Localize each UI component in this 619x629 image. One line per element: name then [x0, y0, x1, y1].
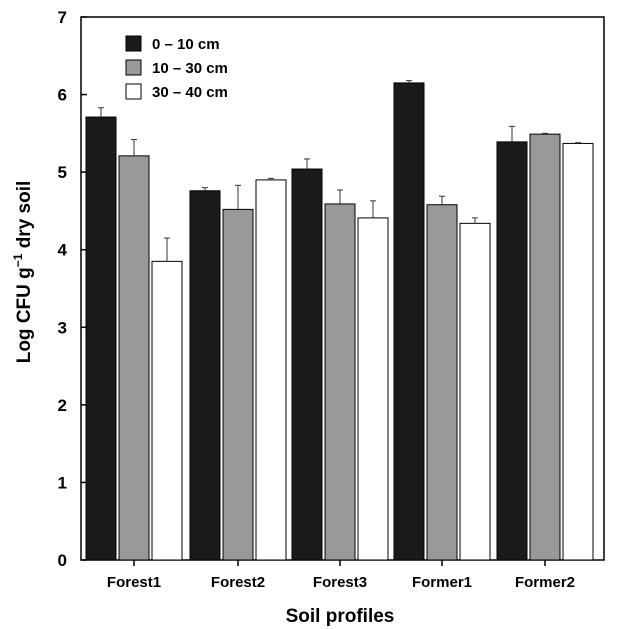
legend: 0 – 10 cm 10 – 30 cm 30 – 40 cm: [125, 35, 228, 101]
bar-forest2-series-2: [222, 208, 254, 561]
y-tick-label: 6: [58, 86, 67, 105]
bar-forest3-series-1: [291, 168, 323, 561]
bar-former2-series-1: [496, 141, 528, 561]
legend-swatch-2: [125, 59, 142, 76]
x-axis-title: Soil profiles: [286, 606, 395, 627]
x-axis-labels: Forest1 Forest2 Forest3 Former1 Former2: [107, 560, 575, 591]
legend-label-3: 30 – 40 cm: [152, 84, 228, 101]
y-tick-label: 2: [58, 396, 67, 415]
bar-forest1-series-3: [151, 260, 183, 561]
legend-label-1: 0 – 10 cm: [152, 36, 220, 53]
bar-former1-series-3: [459, 222, 491, 561]
bar-former1-series-1: [393, 82, 425, 561]
error-bars: [98, 80, 581, 262]
y-tick-label: 3: [58, 318, 67, 337]
y-axis-ticks: 0 1 2 3 4 5 6 7: [58, 8, 87, 570]
x-tick-label: Forest3: [313, 574, 367, 591]
bar-forest3-series-2: [324, 203, 356, 561]
x-tick-label: Forest2: [211, 574, 265, 591]
bar-forest1-series-2: [118, 155, 150, 561]
bar-forest2-series-1: [189, 190, 221, 561]
bar-forest1-series-1: [85, 116, 117, 561]
legend-swatch-3: [125, 83, 142, 100]
bar-forest2-series-3: [255, 179, 287, 561]
y-tick-label: 0: [58, 551, 67, 570]
x-tick-label: Forest1: [107, 574, 161, 591]
bar-former1-series-2: [426, 204, 458, 561]
bar-former2-series-2: [529, 133, 561, 561]
y-tick-label: 7: [58, 8, 67, 27]
x-tick-label: Former2: [515, 574, 575, 591]
bars: [85, 82, 594, 561]
legend-swatch-1: [125, 35, 142, 52]
bar-former2-series-3: [562, 142, 594, 561]
x-tick-label: Former1: [412, 574, 472, 591]
y-tick-label: 1: [58, 473, 67, 492]
y-tick-label: 5: [58, 163, 67, 182]
y-tick-label: 4: [58, 241, 68, 260]
bar-forest3-series-3: [357, 217, 389, 561]
y-axis-title: Log CFU g−1 dry soil: [11, 181, 35, 364]
legend-label-2: 10 – 30 cm: [152, 60, 228, 77]
